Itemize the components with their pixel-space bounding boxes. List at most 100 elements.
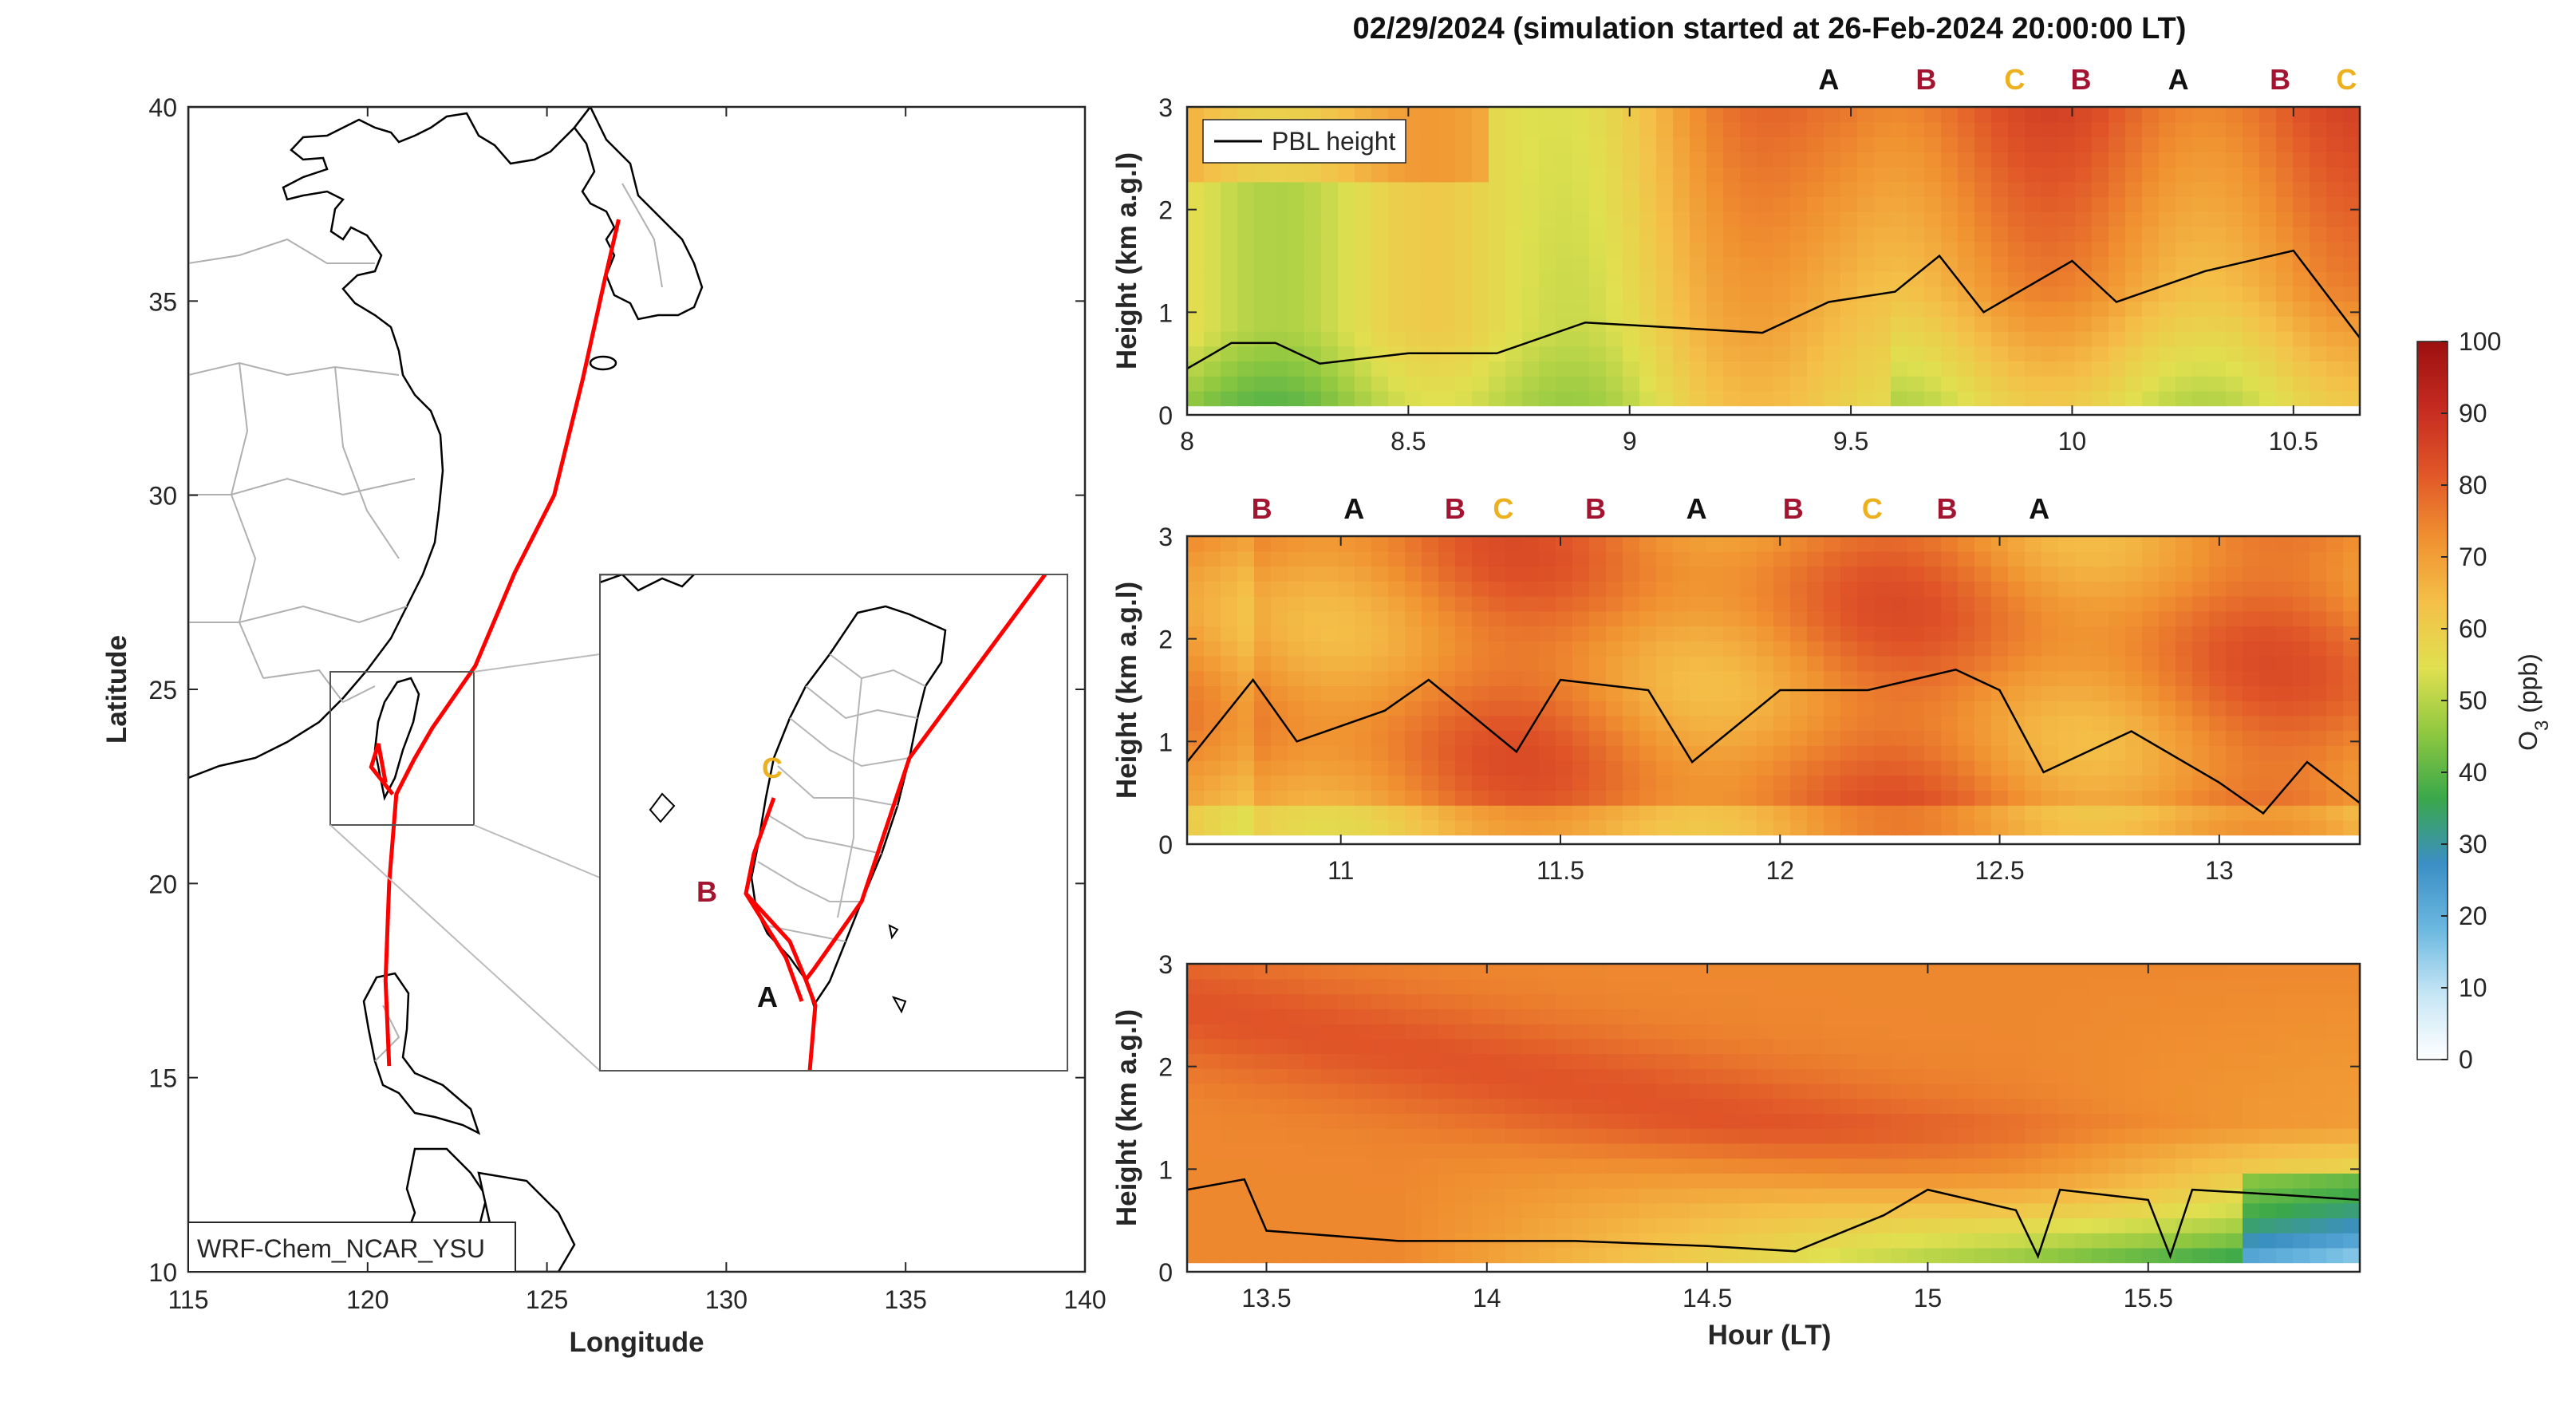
o3-cell [2025,685,2042,701]
o3-cell [2326,1187,2344,1204]
o3-cell [1941,1098,1959,1114]
o3-cell [1572,211,1590,227]
o3-cell [1522,226,1540,243]
o3-cell [1639,790,1657,806]
o3-cell [1907,685,1925,701]
o3-cell [1790,1143,1808,1159]
o3-cell [1539,121,1556,138]
o3-cell [1706,760,1724,776]
o3-cell [1924,1127,1942,1144]
o3-cell [1422,107,1439,123]
o3-cell [1187,226,1205,243]
o3-cell [1723,745,1741,761]
o3-cell [1422,685,1439,701]
o3-cell [2142,316,2160,332]
o3-cell [1505,626,1523,641]
o3-cell [2343,1023,2360,1040]
pbl-height-line [1187,1178,2360,1260]
o3-cell [2125,270,2143,287]
o3-cell [1824,715,1841,732]
o3-cell [1757,241,1774,257]
o3-cell [2092,301,2109,317]
o3-cell [2025,270,2042,287]
o3-cell [1690,301,1707,317]
o3-cell [1623,1098,1640,1114]
xtick-label: 9 [1623,427,1637,456]
o3-cell [2343,345,2360,361]
o3-cell [2276,715,2294,732]
o3-cell [1204,700,1221,716]
o3-cell [1824,1023,1841,1040]
o3-cell [1304,745,1322,761]
o3-cell [2192,1173,2210,1189]
o3-cell [1371,715,1389,732]
o3-cell [1740,256,1757,272]
o3-cell [1757,819,1774,836]
o3-cell [1941,1083,1959,1099]
o3-cell [2142,330,2160,347]
xtick-label: 14 [1473,1284,1501,1312]
o3-cell [1991,964,2009,980]
o3-cell [1891,390,1908,407]
o3-cell [2125,1008,2143,1024]
o3-cell [1857,211,1875,227]
o3-cell [2041,566,2059,582]
o3-cell [1857,964,1875,980]
o3-cell [1706,181,1724,198]
o3-cell [2192,745,2210,761]
o3-cell [1907,964,1925,980]
o3-cell [1321,181,1339,198]
o3-cell [1288,745,1305,761]
o3-cell [1589,1068,1607,1084]
o3-cell [2326,641,2344,657]
o3-cell [1572,301,1590,317]
o3-cell [2293,730,2310,746]
o3-cell [1371,1053,1389,1069]
o3-cell [1237,566,1255,582]
map-ytick-label: 30 [148,482,177,511]
o3-cell [2259,715,2277,732]
o3-cell [1321,1158,1339,1174]
o3-cell [2092,1038,2109,1055]
o3-cell [1941,1173,1959,1189]
o3-cell [1422,361,1439,377]
o3-cell [1807,241,1825,257]
o3-cell [2092,641,2109,657]
o3-cell [1522,819,1540,836]
o3-cell [2192,760,2210,776]
o3-cell [2025,152,2042,168]
o3-cell [1740,1247,1757,1264]
o3-cell [1991,790,2009,806]
o3-cell [1773,1143,1791,1159]
map-ytick-label: 35 [148,287,177,316]
o3-cell [1673,1218,1690,1233]
o3-cell [1254,790,1272,806]
map-land [188,107,704,1272]
o3-cell [2142,1068,2160,1084]
o3-cell [1639,805,1657,821]
o3-cell [1472,730,1489,746]
o3-cell [2276,670,2294,686]
o3-cell [1438,715,1456,732]
o3-cell [2276,1233,2294,1249]
o3-cell [1773,1008,1791,1024]
o3-cell [1807,181,1825,198]
o3-cell [1522,775,1540,791]
ytick-label: 2 [1158,196,1173,225]
o3-cell [1623,536,1640,552]
o3-cell [2310,626,2327,641]
o3-cell [2092,270,2109,287]
site-marker-b: B [1585,492,1606,525]
o3-cell [1623,166,1640,183]
o3-cell [1974,1233,1992,1249]
o3-cell [1422,181,1439,198]
o3-cell [1623,256,1640,272]
o3-cell [2092,1127,2109,1144]
o3-cell [2025,1158,2042,1174]
o3-cell [2092,361,2109,377]
o3-cell [1891,700,1908,716]
o3-cell [1874,166,1892,183]
o3-cell [1773,715,1791,732]
o3-cell [1455,1083,1473,1099]
o3-cell [1840,107,1858,123]
